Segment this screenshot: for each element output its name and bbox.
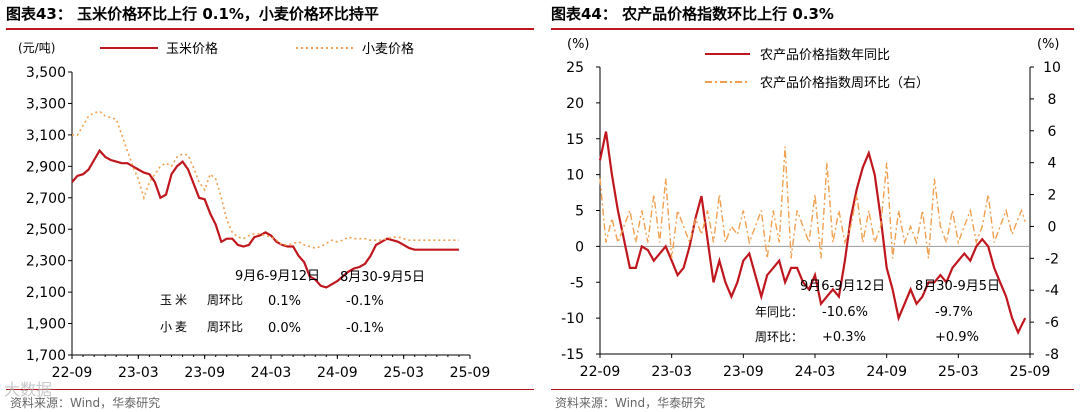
right-left-tick-label: 0: [575, 239, 584, 255]
right-x-tick-label: 24-03: [795, 364, 836, 380]
right-left-tick-label: -5: [570, 275, 584, 291]
left-y-axis-label: (元/吨): [18, 41, 55, 55]
left-series-line-wheat: [72, 110, 459, 249]
left-x-tick-label: 24-03: [251, 365, 292, 381]
left-chart-panel: 图表43： 玉米价格环比上行 0.1%，小麦价格环比持平 (元/吨) 1,700 1…: [4, 5, 534, 410]
left-legend-label: 玉米价格: [166, 41, 218, 57]
left-annot-row-metric: 周环比: [207, 293, 243, 307]
left-y-tick-label: 2,100: [26, 285, 66, 301]
right-right-tick-label: 10: [1043, 60, 1061, 76]
left-annot-row-v1: 0.0%: [268, 321, 301, 336]
right-left-tick-label: 5: [575, 204, 584, 220]
left-annot-row-v1: 0.1%: [268, 294, 301, 309]
right-annot-row-v2: -9.7%: [935, 305, 973, 320]
left-x-tick-label: 22-09: [52, 365, 93, 381]
left-y-tick-label: 3,300: [26, 96, 66, 112]
left-x-tick-label: 23-09: [184, 365, 225, 381]
right-left-tick-label: -15: [561, 347, 584, 363]
right-x-tick-label: 24-09: [866, 364, 907, 380]
right-chart-svg: (%) (%) -15 -10 -5 0 5 10 15 20 25 -8 -6 -4 -2 0 2 4 6 8 10 2…: [561, 37, 1061, 380]
left-legend-label: 小麦价格: [362, 41, 414, 57]
left-series-line-corn: [71, 148, 459, 289]
right-x-tick-label: 23-09: [723, 364, 764, 380]
right-right-tick-label: -2: [1045, 251, 1059, 267]
left-chart-title: 图表43： 玉米价格环比上行 0.1%，小麦价格环比持平: [6, 5, 379, 23]
right-left-tick-label: 25: [566, 60, 584, 76]
right-chart-panel: 图表44： 农产品价格指数环比上行 0.3% (%) (%) -15 -10 -5 0 5 1…: [545, 0, 1080, 412]
right-x-tick-label: 23-03: [651, 364, 692, 380]
right-x-tick-label: 25-09: [1010, 364, 1051, 380]
left-x-tick-label: 25-09: [450, 365, 491, 381]
right-left-tick-label: -10: [561, 311, 584, 327]
right-annot-row-v1: -10.6%: [822, 305, 868, 320]
left-bottom-rule: [6, 389, 534, 390]
right-chart-title: 图表44： 农产品价格指数环比上行 0.3%: [551, 5, 834, 23]
left-chart-svg: (元/吨) 1,700 1,900 2,100 2,300 2,500 2,700 2,900…: [18, 41, 491, 381]
left-y-tick-label: 2,900: [26, 159, 66, 175]
left-y-tick-label: 3,100: [26, 128, 66, 144]
right-series-line-yoy: [598, 131, 1027, 336]
right-series-line-wow: [599, 146, 1026, 259]
watermark-logo: 大数据: [4, 380, 53, 399]
left-annot-row-v2: -0.1%: [346, 321, 384, 336]
right-annot-period1: 9月6-9月12日: [800, 279, 885, 294]
right-right-tick-label: -8: [1045, 347, 1059, 363]
left-y-tick-label: 2,300: [26, 254, 66, 270]
right-annot-period2: 8月30-9月5日: [915, 279, 1000, 294]
left-y-tick-label: 1,900: [26, 317, 66, 333]
right-bottom-rule: [551, 389, 1074, 390]
right-annot-row-metric: 周环比：: [755, 330, 803, 344]
right-left-y-label: (%): [567, 37, 590, 52]
left-annot-period1: 9月6-9月12日: [235, 269, 320, 284]
right-x-tick-label: 25-03: [938, 364, 979, 380]
left-annot-row-label: 玉米: [160, 293, 190, 307]
right-left-tick-label: 10: [566, 168, 584, 184]
left-x-tick-label: 24-09: [317, 365, 358, 381]
right-annot-row-v2: +0.9%: [935, 330, 979, 345]
left-annot-row-v2: -0.1%: [346, 294, 384, 309]
right-right-y-label: (%): [1037, 37, 1060, 52]
right-legend-label: 农产品价格指数周环比（右）: [760, 75, 929, 91]
right-right-tick-label: 8: [1048, 92, 1057, 108]
left-x-tick-label: 23-03: [118, 365, 159, 381]
right-annot-row-metric: 年同比：: [755, 305, 803, 319]
left-y-tick-label: 2,700: [26, 191, 66, 207]
right-source-note: 资料来源：Wind，华泰研究: [555, 396, 706, 410]
right-right-tick-label: 2: [1048, 188, 1057, 204]
left-y-tick-label: 3,500: [26, 65, 66, 81]
left-source-note: 资料来源：Wind，华泰研究: [10, 396, 161, 410]
left-y-tick-label: 2,500: [26, 222, 66, 238]
left-annot-row-metric: 周环比: [207, 320, 243, 334]
right-right-tick-label: 4: [1048, 156, 1057, 172]
right-right-tick-label: 6: [1048, 124, 1057, 140]
left-title-rule: [6, 28, 534, 30]
right-left-tick-label: 20: [566, 96, 584, 112]
right-legend-label: 农产品价格指数年同比: [760, 47, 890, 63]
right-right-tick-label: -6: [1045, 315, 1059, 331]
left-annot-period2: 8月30-9月5日: [340, 270, 425, 285]
left-y-tick-label: 1,700: [26, 348, 66, 364]
right-title-rule: [551, 28, 1074, 30]
right-right-tick-label: 0: [1048, 219, 1057, 235]
right-right-tick-label: -4: [1045, 283, 1059, 299]
right-left-tick-label: 15: [566, 132, 584, 148]
left-x-tick-label: 25-03: [383, 365, 424, 381]
left-annot-row-label: 小麦: [160, 320, 190, 334]
right-annot-row-v1: +0.3%: [822, 330, 866, 345]
right-x-tick-label: 22-09: [580, 364, 621, 380]
